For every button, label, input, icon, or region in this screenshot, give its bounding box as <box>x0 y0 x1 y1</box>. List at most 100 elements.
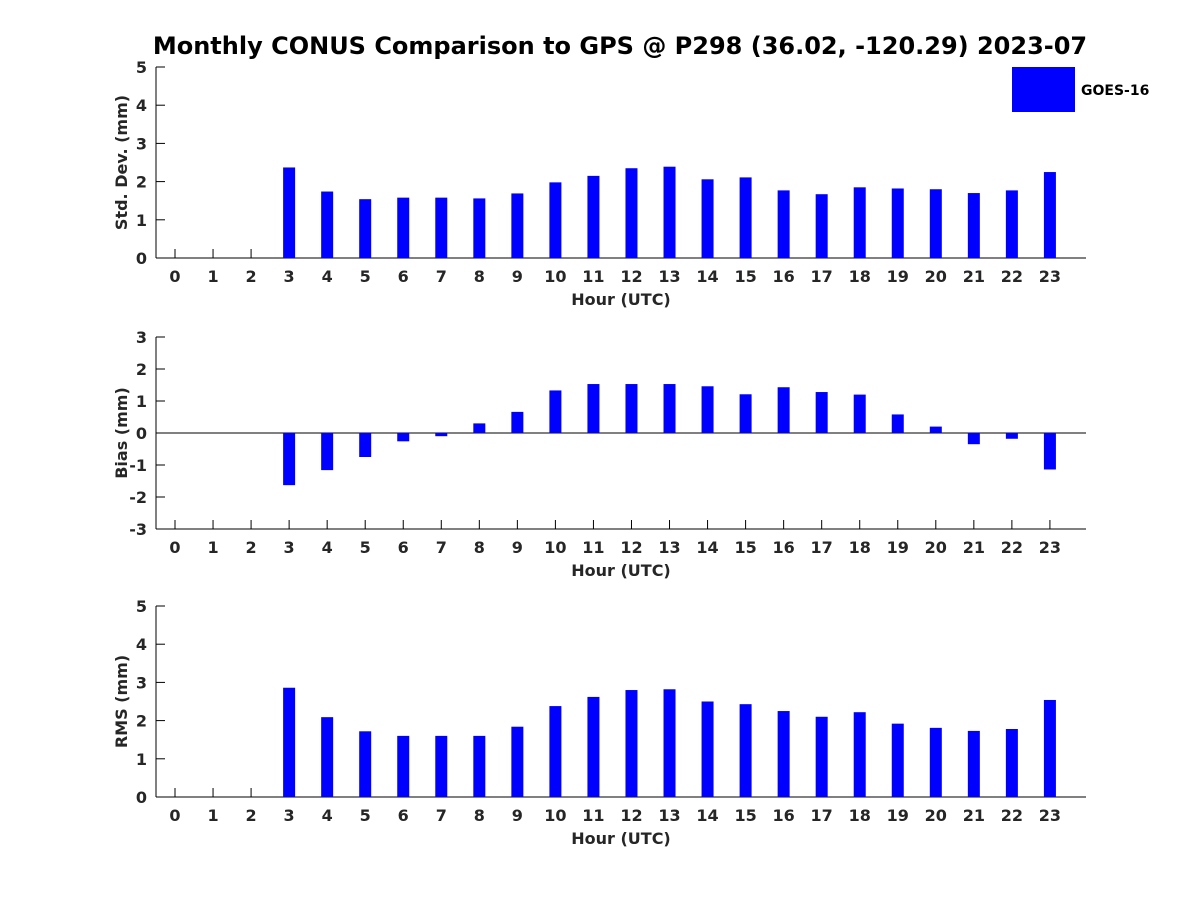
x-tick-label: 5 <box>360 267 371 286</box>
y-tick-label: 3 <box>136 134 147 153</box>
x-tick-label: 21 <box>963 267 985 286</box>
legend-swatch <box>1012 67 1075 112</box>
x-tick-label: 23 <box>1039 806 1061 825</box>
x-tick-label: 8 <box>474 267 485 286</box>
y-tick-label: 4 <box>136 635 147 654</box>
x-tick-label: 13 <box>658 267 680 286</box>
bar <box>929 189 942 258</box>
x-tick-label: 6 <box>398 538 409 557</box>
x-tick-label: 7 <box>436 538 447 557</box>
x-axis-label: Hour (UTC) <box>571 290 671 309</box>
x-tick-label: 11 <box>582 267 604 286</box>
x-tick-label: 2 <box>246 806 257 825</box>
y-tick-label: 0 <box>136 788 147 807</box>
bar <box>967 193 980 258</box>
y-tick-label: -2 <box>129 488 147 507</box>
legend: GOES-16 <box>1012 67 1149 112</box>
bar <box>397 197 410 258</box>
x-tick-label: 15 <box>734 538 756 557</box>
bar <box>587 384 600 433</box>
x-axis-label: Hour (UTC) <box>571 829 671 848</box>
bar <box>815 392 828 433</box>
chart-title: Monthly CONUS Comparison to GPS @ P298 (… <box>153 32 1087 60</box>
y-tick-label: 3 <box>136 328 147 347</box>
y-tick-label: 2 <box>136 360 147 379</box>
x-tick-label: 19 <box>887 806 909 825</box>
x-tick-label: 18 <box>849 538 871 557</box>
bar <box>625 168 638 258</box>
y-tick-label: 0 <box>136 424 147 443</box>
y-tick-label: -1 <box>129 456 147 475</box>
bar <box>891 723 904 797</box>
bar <box>587 175 600 258</box>
x-tick-label: 17 <box>811 538 833 557</box>
bar <box>321 717 334 797</box>
bar <box>967 433 980 445</box>
y-tick-label: 1 <box>136 211 147 230</box>
y-tick-label: -3 <box>129 520 147 539</box>
bar <box>663 384 676 433</box>
y-tick-label: 0 <box>136 249 147 268</box>
bar <box>1043 433 1056 470</box>
x-tick-label: 3 <box>284 538 295 557</box>
x-tick-label: 9 <box>512 538 523 557</box>
bar <box>625 690 638 797</box>
x-tick-label: 10 <box>544 538 566 557</box>
bar <box>929 727 942 797</box>
bar <box>549 390 562 433</box>
bar <box>739 704 752 797</box>
x-tick-label: 12 <box>620 806 642 825</box>
x-tick-label: 0 <box>169 267 180 286</box>
bar <box>321 433 334 471</box>
bar <box>283 167 296 258</box>
bar <box>701 386 714 433</box>
x-tick-label: 6 <box>398 267 409 286</box>
x-tick-label: 15 <box>734 267 756 286</box>
y-tick-label: 4 <box>136 96 147 115</box>
x-tick-label: 2 <box>246 538 257 557</box>
x-tick-label: 12 <box>620 538 642 557</box>
bar <box>511 193 524 258</box>
x-tick-label: 22 <box>1001 267 1023 286</box>
bar <box>853 187 866 258</box>
bar <box>625 384 638 433</box>
x-tick-label: 10 <box>544 806 566 825</box>
x-tick-label: 16 <box>773 806 795 825</box>
x-tick-label: 13 <box>658 806 680 825</box>
x-tick-label: 0 <box>169 806 180 825</box>
x-tick-label: 20 <box>925 267 947 286</box>
bar <box>359 199 372 258</box>
x-tick-label: 16 <box>773 267 795 286</box>
bar <box>967 730 980 797</box>
x-tick-label: 23 <box>1039 267 1061 286</box>
x-tick-label: 22 <box>1001 806 1023 825</box>
y-tick-label: 1 <box>136 392 147 411</box>
y-axis-label: Bias (mm) <box>112 387 131 479</box>
bar <box>701 701 714 797</box>
bar <box>853 394 866 433</box>
x-tick-label: 20 <box>925 806 947 825</box>
x-tick-label: 8 <box>474 806 485 825</box>
bar <box>549 706 562 797</box>
x-tick-label: 4 <box>322 538 333 557</box>
x-tick-label: 23 <box>1039 538 1061 557</box>
y-tick-label: 5 <box>136 597 147 616</box>
bar <box>815 716 828 797</box>
x-tick-label: 4 <box>322 806 333 825</box>
x-tick-label: 3 <box>284 806 295 825</box>
bar <box>473 735 486 797</box>
x-tick-label: 7 <box>436 806 447 825</box>
bar <box>359 433 372 457</box>
bar <box>321 191 334 258</box>
x-tick-label: 9 <box>512 267 523 286</box>
y-tick-label: 3 <box>136 673 147 692</box>
x-tick-label: 4 <box>322 267 333 286</box>
bar <box>929 426 942 433</box>
bar <box>891 188 904 258</box>
bar <box>777 711 790 797</box>
legend-label: GOES-16 <box>1081 83 1149 99</box>
x-tick-label: 22 <box>1001 538 1023 557</box>
bar <box>435 197 448 258</box>
